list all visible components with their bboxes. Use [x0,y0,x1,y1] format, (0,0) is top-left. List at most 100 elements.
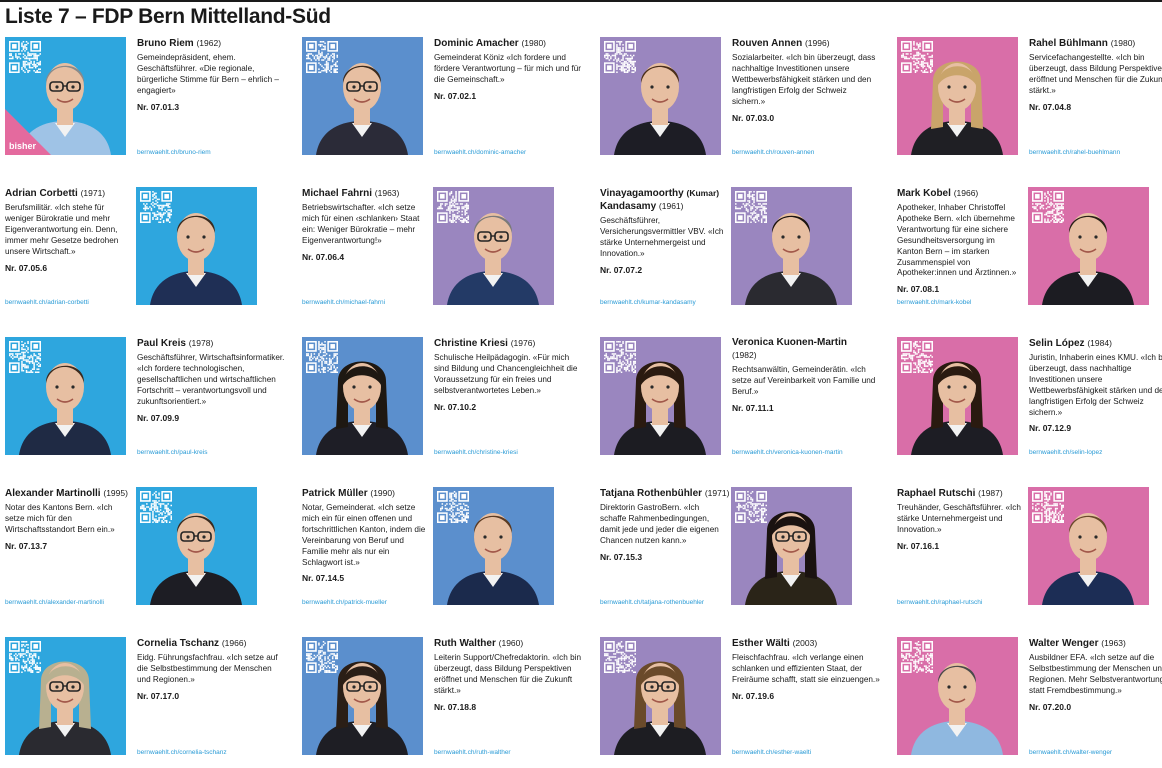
candidate-bio: Geschäftsführer, Wirtschaftsinformatiker… [137,353,285,406]
candidate-text: Vinayagamoorthy (Kumar) Kandasamy (1961) … [600,187,724,276]
candidate-number: Nr. 07.16.1 [897,540,940,551]
qr-code-icon [9,641,41,673]
candidate-name: Patrick Müller [302,488,368,499]
candidate-bio: Fleischfachfrau. «Ich verlange einen sch… [732,653,880,684]
candidate-year: (1966) [221,638,247,648]
candidate-bio: Eidg. Führungsfachfrau. «Ich setze auf d… [137,653,278,684]
candidate-card: Michael Fahrni (1963) Betriebswirtschaft… [302,187,594,332]
qr-code-icon [9,41,41,73]
candidate-year: (2003) [792,638,818,648]
candidate-photo [600,37,721,155]
candidate-bio: Betriebswirtschafter. «Ich setze mich fü… [302,203,420,245]
portrait-figure [150,213,242,305]
candidate-heading: Raphael Rutschi (1987) [897,487,1021,500]
qr-code-icon [901,341,933,373]
candidate-bio: Direktorin GastroBern. «Ich schaffe Rahm… [600,503,719,545]
candidate-number: Nr. 07.10.2 [434,401,477,412]
candidate-heading: Veronica Kuonen-Martin (1982) [732,337,882,362]
candidate-heading: Rahel Bühlmann (1980) [1029,37,1162,50]
candidate-link[interactable]: bernwaehlt.ch/alexander-martinolli [5,599,104,606]
qr-code-icon [604,641,636,673]
candidate-name: Ruth Walther [434,638,496,649]
candidate-heading: Alexander Martinolli (1995) [5,487,129,500]
candidate-name: Christine Kriesi [434,338,508,349]
candidate-card: Christine Kriesi (1976) Schulische Heilp… [302,337,594,482]
candidate-heading: Christine Kriesi (1976) [434,337,584,350]
candidate-name: Rouven Annen [732,38,803,49]
candidate-name: Veronica Kuonen-Martin [732,337,848,348]
candidate-text: Rouven Annen (1996) Sozialarbeiter. «Ich… [732,37,882,123]
candidate-link[interactable]: bernwaehlt.ch/selin-lopez [1029,449,1103,456]
qr-code-icon [140,191,172,223]
candidate-link[interactable]: bernwaehlt.ch/bruno-riem [137,149,211,156]
qr-code-icon [735,491,767,523]
candidate-card: Adrian Corbetti (1971) Berufsmilitär. «I… [5,187,297,332]
candidate-heading: Rouven Annen (1996) [732,37,882,50]
candidate-text: Esther Wälti (2003) Fleischfachfrau. «Ic… [732,637,882,702]
candidate-year: (1978) [188,338,214,348]
candidate-link[interactable]: bernwaehlt.ch/walter-wenger [1029,749,1113,756]
candidate-name: Esther Wälti [732,638,790,649]
candidate-number: Nr. 07.02.1 [434,90,477,101]
candidate-link[interactable]: bernwaehlt.ch/rouven-annen [732,149,815,156]
portrait-figure [1042,213,1134,305]
candidate-bio: Berufsmilitär. «Ich stehe für weniger Bü… [5,203,119,256]
qr-code-icon [604,41,636,73]
candidate-number: Nr. 07.09.9 [137,412,180,423]
candidate-link[interactable]: bernwaehlt.ch/paul-kreis [137,449,208,456]
candidate-link[interactable]: bernwaehlt.ch/esther-waelti [732,749,812,756]
candidate-heading: Ruth Walther (1960) [434,637,584,650]
candidate-number: Nr. 07.18.8 [434,701,477,712]
candidate-name: Cornelia Tschanz [137,638,220,649]
candidate-link[interactable]: bernwaehlt.ch/tatjana-rothenbuehler [600,599,705,606]
candidate-photo [897,37,1018,155]
candidate-link[interactable]: bernwaehlt.ch/ruth-walther [434,749,511,756]
candidate-number: Nr. 07.08.1 [897,284,940,295]
candidate-link[interactable]: bernwaehlt.ch/cornelia-tschanz [137,749,227,756]
portrait-figure [911,663,1003,755]
candidate-bio: Notar, Gemeinderat. «Ich setze mich ein … [302,503,426,567]
candidate-link[interactable]: bernwaehlt.ch/veronica-kuonen-martin [732,449,843,456]
candidate-photo [600,637,721,755]
candidate-link[interactable]: bernwaehlt.ch/rahel-buehlmann [1029,149,1121,156]
candidate-photo [302,37,423,155]
candidate-name-line2: Kandasamy [600,201,657,212]
candidate-link[interactable]: bernwaehlt.ch/mark-kobel [897,299,972,306]
candidate-photo: bisher [5,37,126,155]
candidate-year: (1962) [196,38,222,48]
candidate-name: Bruno Riem [137,38,194,49]
candidate-link[interactable]: bernwaehlt.ch/kumar-kandasamy [600,299,696,306]
candidate-year: (1996) [804,38,830,48]
candidate-heading: Michael Fahrni (1963) [302,187,426,200]
candidate-bio: Schulische Heilpädagogin. «Für mich sind… [434,353,578,395]
incumbent-ribbon [5,109,51,155]
candidate-card: Rahel Bühlmann (1980) Servicefachangeste… [897,37,1162,182]
candidate-heading: Patrick Müller (1990) [302,487,426,500]
candidate-heading: Paul Kreis (1978) [137,337,287,350]
candidate-photo [136,187,257,305]
qr-code-icon [140,491,172,523]
candidate-photo [5,637,126,755]
candidate-link[interactable]: bernwaehlt.ch/patrick-mueller [302,599,387,606]
candidate-text: Cornelia Tschanz (1966) Eidg. Führungsfa… [137,637,287,702]
portrait-figure [150,513,242,605]
candidate-photo [731,487,852,605]
portrait-figure [447,513,539,605]
candidate-number: Nr. 07.05.6 [5,262,48,273]
candidate-link[interactable]: bernwaehlt.ch/christine-kriesi [434,449,518,456]
candidate-card: Ruth Walther (1960) Leiterin Support/Che… [302,637,594,768]
candidate-link[interactable]: bernwaehlt.ch/adrian-corbetti [5,299,89,306]
qr-code-icon [735,191,767,223]
candidate-number: Nr. 07.01.3 [137,101,180,112]
candidate-card: Alexander Martinolli (1995) Notar des Ka… [5,487,297,632]
candidate-number: Nr. 07.14.5 [302,573,345,584]
candidate-year: (1966) [953,188,979,198]
qr-code-icon [901,41,933,73]
candidate-name: Paul Kreis [137,338,186,349]
qr-code-icon [1032,491,1064,523]
candidate-link[interactable]: bernwaehlt.ch/raphael-rutschi [897,599,983,606]
portrait-figure [614,63,706,155]
candidate-link[interactable]: bernwaehlt.ch/dominic-amacher [434,149,527,156]
candidate-year: (1995) [103,488,128,498]
candidate-link[interactable]: bernwaehlt.ch/michael-fahrni [302,299,386,306]
